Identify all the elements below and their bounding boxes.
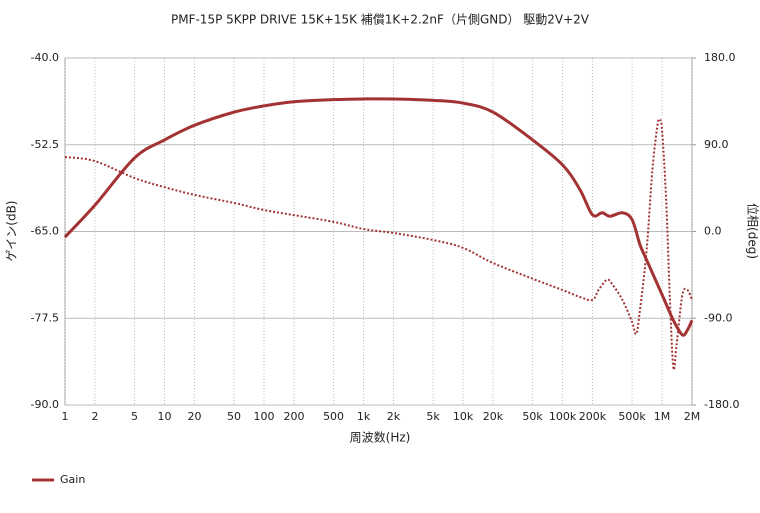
y-tick-label: -65.0: [31, 225, 59, 238]
x-tick-label: 50k: [522, 410, 543, 423]
legend-label: Gain: [60, 473, 85, 486]
x-tick-label: 50: [227, 410, 241, 423]
y2-tick-label: 90.0: [704, 138, 729, 151]
x-tick-label: 20k: [483, 410, 504, 423]
x-tick-label: 10: [158, 410, 172, 423]
x-tick-label: 1: [62, 410, 69, 423]
x-tick-label: 5k: [426, 410, 440, 423]
y-tick-label: -77.5: [31, 311, 59, 324]
x-tick-label: 2M: [684, 410, 701, 423]
x-tick-label: 10k: [453, 410, 474, 423]
x-tick-label: 500: [323, 410, 344, 423]
y-tick-label: -52.5: [31, 138, 59, 151]
x-tick-label: 1M: [654, 410, 671, 423]
x-tick-label: 200k: [579, 410, 607, 423]
y-axis-label: ゲイン(dB): [5, 201, 19, 262]
x-tick-label: 1k: [357, 410, 371, 423]
x-tick-label: 20: [187, 410, 201, 423]
x-tick-label: 100: [254, 410, 275, 423]
x-tick-label: 5: [131, 410, 138, 423]
x-tick-label: 100k: [549, 410, 577, 423]
y2-tick-label: 0.0: [704, 225, 722, 238]
y-tick-label: -40.0: [31, 51, 59, 64]
y2-tick-label: -90.0: [704, 311, 732, 324]
x-tick-label: 200: [283, 410, 304, 423]
x-tick-label: 2: [91, 410, 98, 423]
x-tick-label: 500k: [618, 410, 646, 423]
chart-title: PMF-15P 5KPP DRIVE 15K+15K 補償1K+2.2nF（片側…: [171, 13, 590, 27]
x-tick-label: 2k: [387, 410, 401, 423]
y2-tick-label: 180.0: [704, 51, 736, 64]
y2-tick-label: -180.0: [704, 398, 739, 411]
x-axis-label: 周波数(Hz): [350, 430, 411, 445]
y2-axis-label: 位相(deg): [746, 203, 760, 259]
y-tick-label: -90.0: [31, 398, 59, 411]
